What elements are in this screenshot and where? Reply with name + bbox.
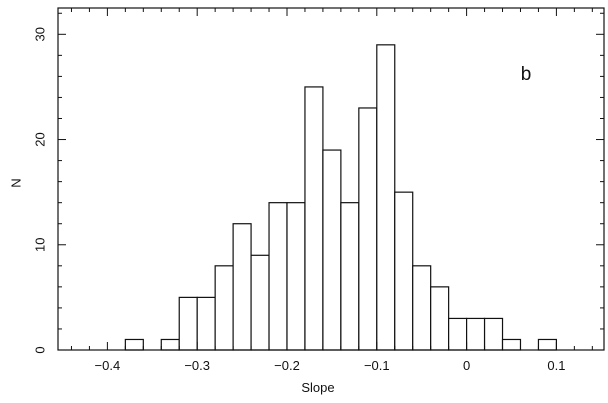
axis-tick-labels: −0.4 −0.3 −0.2 −0.1 0 0.1 0 10 20 30 (33, 27, 566, 373)
histogram-bar (196, 296, 216, 351)
histogram-bar (412, 265, 432, 351)
histogram-bar (358, 107, 378, 351)
panel-label: b (521, 64, 532, 85)
histogram-bar (394, 191, 414, 351)
histogram-bar (250, 254, 270, 351)
plot-frame (57, 7, 605, 351)
histogram-bar (160, 338, 180, 351)
histogram-bar (483, 317, 504, 351)
histogram-bar (537, 338, 558, 351)
histogram-bar (304, 86, 324, 351)
x-tick-label: −0.4 (95, 358, 121, 373)
histogram-bar (376, 44, 396, 351)
histogram-bar (448, 317, 468, 351)
histogram-bar (322, 149, 342, 351)
histogram-bar (286, 202, 306, 351)
histogram-bar (214, 265, 234, 351)
y-tick-label: 20 (33, 132, 48, 146)
histogram-bars (124, 44, 558, 351)
x-tick-label: −0.1 (364, 358, 390, 373)
y-tick-label: 30 (33, 27, 48, 41)
histogram-bar (178, 296, 198, 351)
y-tick-label: 0 (33, 346, 48, 353)
x-tick-label: −0.3 (184, 358, 210, 373)
histogram-bar (232, 223, 252, 351)
histogram-bar (268, 202, 288, 351)
x-tick-label: −0.2 (274, 358, 300, 373)
histogram-bar (466, 317, 486, 351)
y-axis-title: N (9, 178, 24, 187)
x-axis-title: Slope (301, 380, 334, 395)
histogram-bar (501, 338, 522, 351)
histogram-bar (430, 286, 450, 351)
x-tick-label: 0.1 (547, 358, 565, 373)
y-tick-label: 10 (33, 238, 48, 252)
x-tick-label: 0 (463, 358, 470, 373)
histogram-bar (340, 202, 360, 351)
histogram-bar (124, 338, 144, 351)
